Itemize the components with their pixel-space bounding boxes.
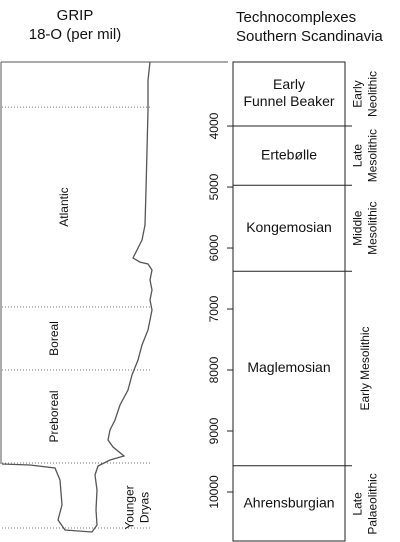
tech-label: Kongemosian bbox=[246, 219, 332, 235]
title-left: 18-O (per mil) bbox=[29, 26, 122, 43]
y-tick-label: 7000 bbox=[207, 295, 221, 322]
climate-label: Preboreal bbox=[47, 390, 61, 442]
period-label: Palaeolithic bbox=[366, 473, 380, 534]
tech-label: Ahrensburgian bbox=[243, 495, 334, 511]
period-label: Early bbox=[351, 80, 365, 107]
period-label: Late bbox=[351, 144, 365, 168]
tech-label: Funnel Beaker bbox=[243, 93, 334, 109]
period-label: Mesolithic bbox=[366, 129, 380, 182]
tech-table bbox=[232, 61, 346, 542]
y-tick-label: 8000 bbox=[207, 356, 221, 383]
y-tick-label: 4000 bbox=[207, 112, 221, 139]
tech-label: Ertebølle bbox=[261, 146, 317, 162]
y-tick-label: 5000 bbox=[207, 173, 221, 200]
title-right: Southern Scandinavia bbox=[236, 28, 383, 45]
period-label: Neolithic bbox=[366, 71, 380, 117]
climate-label: Younger bbox=[123, 485, 137, 529]
period-label: Late bbox=[351, 492, 365, 516]
grip-curve bbox=[1, 62, 153, 533]
climate-label: Boreal bbox=[47, 321, 61, 356]
climate-label: Atlantic bbox=[57, 187, 71, 226]
period-label: Middle bbox=[351, 210, 365, 246]
period-label: Mesolithic bbox=[366, 202, 380, 255]
title-left: GRIP bbox=[57, 7, 94, 24]
y-tick-label: 10000 bbox=[207, 475, 221, 509]
y-tick-label: 9000 bbox=[207, 417, 221, 444]
period-label: Early Mesolithic bbox=[358, 326, 372, 410]
tech-label: Early bbox=[273, 76, 305, 92]
title-right: Technocomplexes bbox=[236, 9, 356, 26]
climate-label: Dryas bbox=[138, 492, 152, 523]
y-tick-label: 6000 bbox=[207, 234, 221, 261]
tech-label: Maglemosian bbox=[247, 359, 330, 375]
